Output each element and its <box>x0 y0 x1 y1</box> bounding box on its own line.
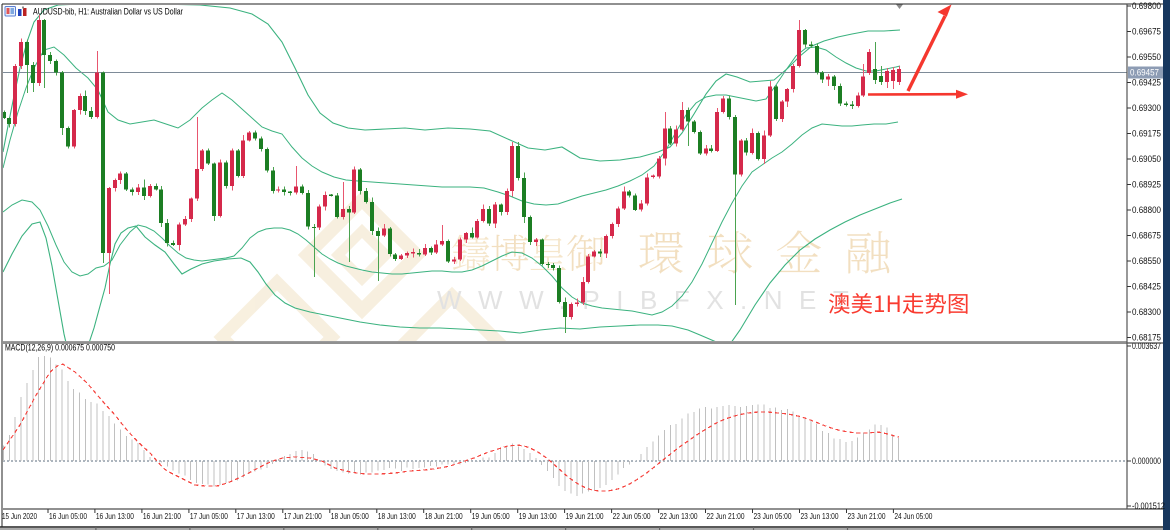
svg-text:16 Jun 21:00: 16 Jun 21:00 <box>143 511 181 521</box>
svg-text:16 Jun 13:00: 16 Jun 13:00 <box>96 511 134 521</box>
svg-text:15 Jun 2020: 15 Jun 2020 <box>2 511 37 521</box>
svg-text:22 Jun 05:00: 22 Jun 05:00 <box>613 511 651 521</box>
svg-text:22 Jun 13:00: 22 Jun 13:00 <box>660 511 698 521</box>
svg-text:0.68300: 0.68300 <box>1132 307 1161 317</box>
svg-text:0.69300: 0.69300 <box>1132 103 1161 113</box>
svg-text:17 Jun 05:00: 17 Jun 05:00 <box>190 511 228 521</box>
svg-text:MACD(12,26,9) 0.000675 0.00075: MACD(12,26,9) 0.000675 0.000750 <box>5 343 115 353</box>
svg-text:0.69175: 0.69175 <box>1132 129 1161 139</box>
svg-text:-0.001512: -0.001512 <box>1132 501 1165 511</box>
svg-text:18 Jun 21:00: 18 Jun 21:00 <box>425 511 463 521</box>
svg-text:17 Jun 13:00: 17 Jun 13:00 <box>237 511 275 521</box>
svg-text:0.68800: 0.68800 <box>1132 205 1161 215</box>
svg-text:16 Jun 05:00: 16 Jun 05:00 <box>49 511 87 521</box>
svg-text:18 Jun 13:00: 18 Jun 13:00 <box>378 511 416 521</box>
svg-text:AUDUSD-bib, H1: Australian Do: AUDUSD-bib, H1: Australian Dollar vs US … <box>33 7 183 18</box>
svg-text:23 Jun 05:00: 23 Jun 05:00 <box>754 511 792 521</box>
svg-text:0.69050: 0.69050 <box>1132 154 1161 164</box>
svg-text:19 Jun 21:00: 19 Jun 21:00 <box>566 511 604 521</box>
svg-text:17 Jun 21:00: 17 Jun 21:00 <box>284 511 322 521</box>
svg-text:19 Jun 13:00: 19 Jun 13:00 <box>519 511 557 521</box>
svg-text:19 Jun 05:00: 19 Jun 05:00 <box>472 511 510 521</box>
svg-text:22 Jun 21:00: 22 Jun 21:00 <box>707 511 745 521</box>
svg-text:0.003637: 0.003637 <box>1132 341 1161 351</box>
svg-text:0.68675: 0.68675 <box>1132 231 1161 241</box>
svg-text:0.68925: 0.68925 <box>1132 180 1161 190</box>
svg-text:0.69425: 0.69425 <box>1132 78 1161 88</box>
svg-text:0.69550: 0.69550 <box>1132 52 1161 62</box>
svg-text:18 Jun 05:00: 18 Jun 05:00 <box>331 511 369 521</box>
svg-text:23 Jun 13:00: 23 Jun 13:00 <box>801 511 839 521</box>
svg-text:24 Jun 05:00: 24 Jun 05:00 <box>894 511 932 521</box>
svg-text:0.69800: 0.69800 <box>1132 1 1161 11</box>
svg-text:0.68425: 0.68425 <box>1132 282 1161 292</box>
svg-text:0.69457: 0.69457 <box>1130 68 1159 78</box>
svg-text:0.69675: 0.69675 <box>1132 27 1161 37</box>
svg-text:23 Jun 21:00: 23 Jun 21:00 <box>848 511 886 521</box>
svg-text:WWW.PIBFX.NET: WWW.PIBFX.NET <box>437 285 865 315</box>
svg-text:0.68175: 0.68175 <box>1132 333 1161 343</box>
svg-text:0.000000: 0.000000 <box>1132 456 1161 466</box>
svg-text:0.68550: 0.68550 <box>1132 256 1161 266</box>
